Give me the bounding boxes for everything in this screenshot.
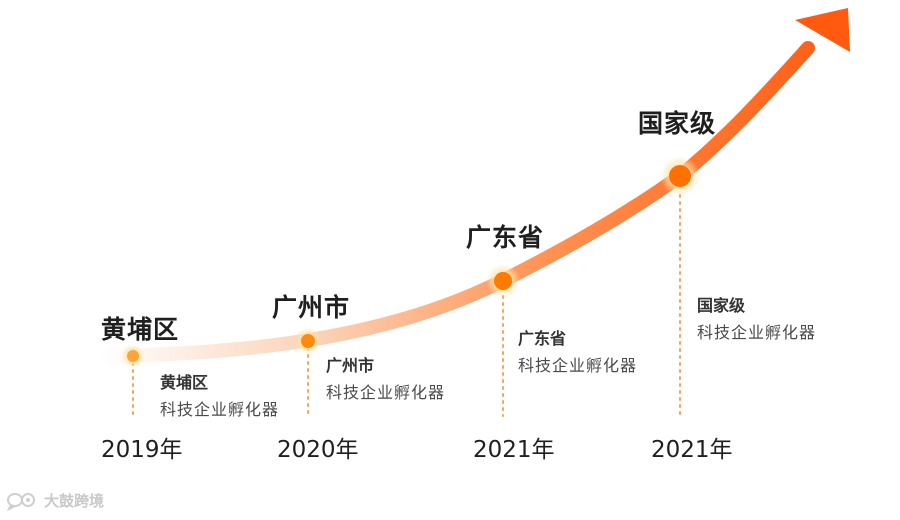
- growth-curve: [98, 41, 815, 363]
- year-label: 2019年: [101, 437, 183, 463]
- milestone-desc-title: 黄埔区: [160, 373, 209, 392]
- milestone-desc-sub: 科技企业孵化器: [326, 383, 446, 402]
- milestone-dot-2021b: [660, 156, 700, 196]
- milestone-desc-title: 国家级: [697, 296, 746, 315]
- arrow-head-icon: [795, 8, 850, 52]
- level-label: 广州市: [272, 293, 351, 322]
- milestone-desc-sub: 科技企业孵化器: [160, 400, 280, 419]
- level-label: 广东省: [466, 223, 545, 252]
- year-label: 2021年: [473, 437, 555, 463]
- watermark: 大鼓跨境: [6, 490, 104, 511]
- speech-bubble-logo-icon: [6, 492, 35, 511]
- year-label: 2020年: [277, 437, 359, 463]
- milestone-desc-title: 广东省: [518, 329, 567, 348]
- level-label: 国家级: [638, 109, 717, 138]
- milestone-dot-2021a: [486, 264, 520, 298]
- watermark-text: 大鼓跨境: [44, 492, 105, 510]
- milestone-desc-sub: 科技企业孵化器: [518, 356, 638, 375]
- year-label: 2021年: [651, 437, 733, 463]
- milestone-dot-2020: [294, 327, 322, 355]
- milestone-desc-title: 广州市: [326, 356, 375, 375]
- milestone-desc-sub: 科技企业孵化器: [697, 323, 817, 342]
- milestone-dot-2019: [121, 344, 145, 368]
- level-label: 黄埔区: [101, 315, 180, 344]
